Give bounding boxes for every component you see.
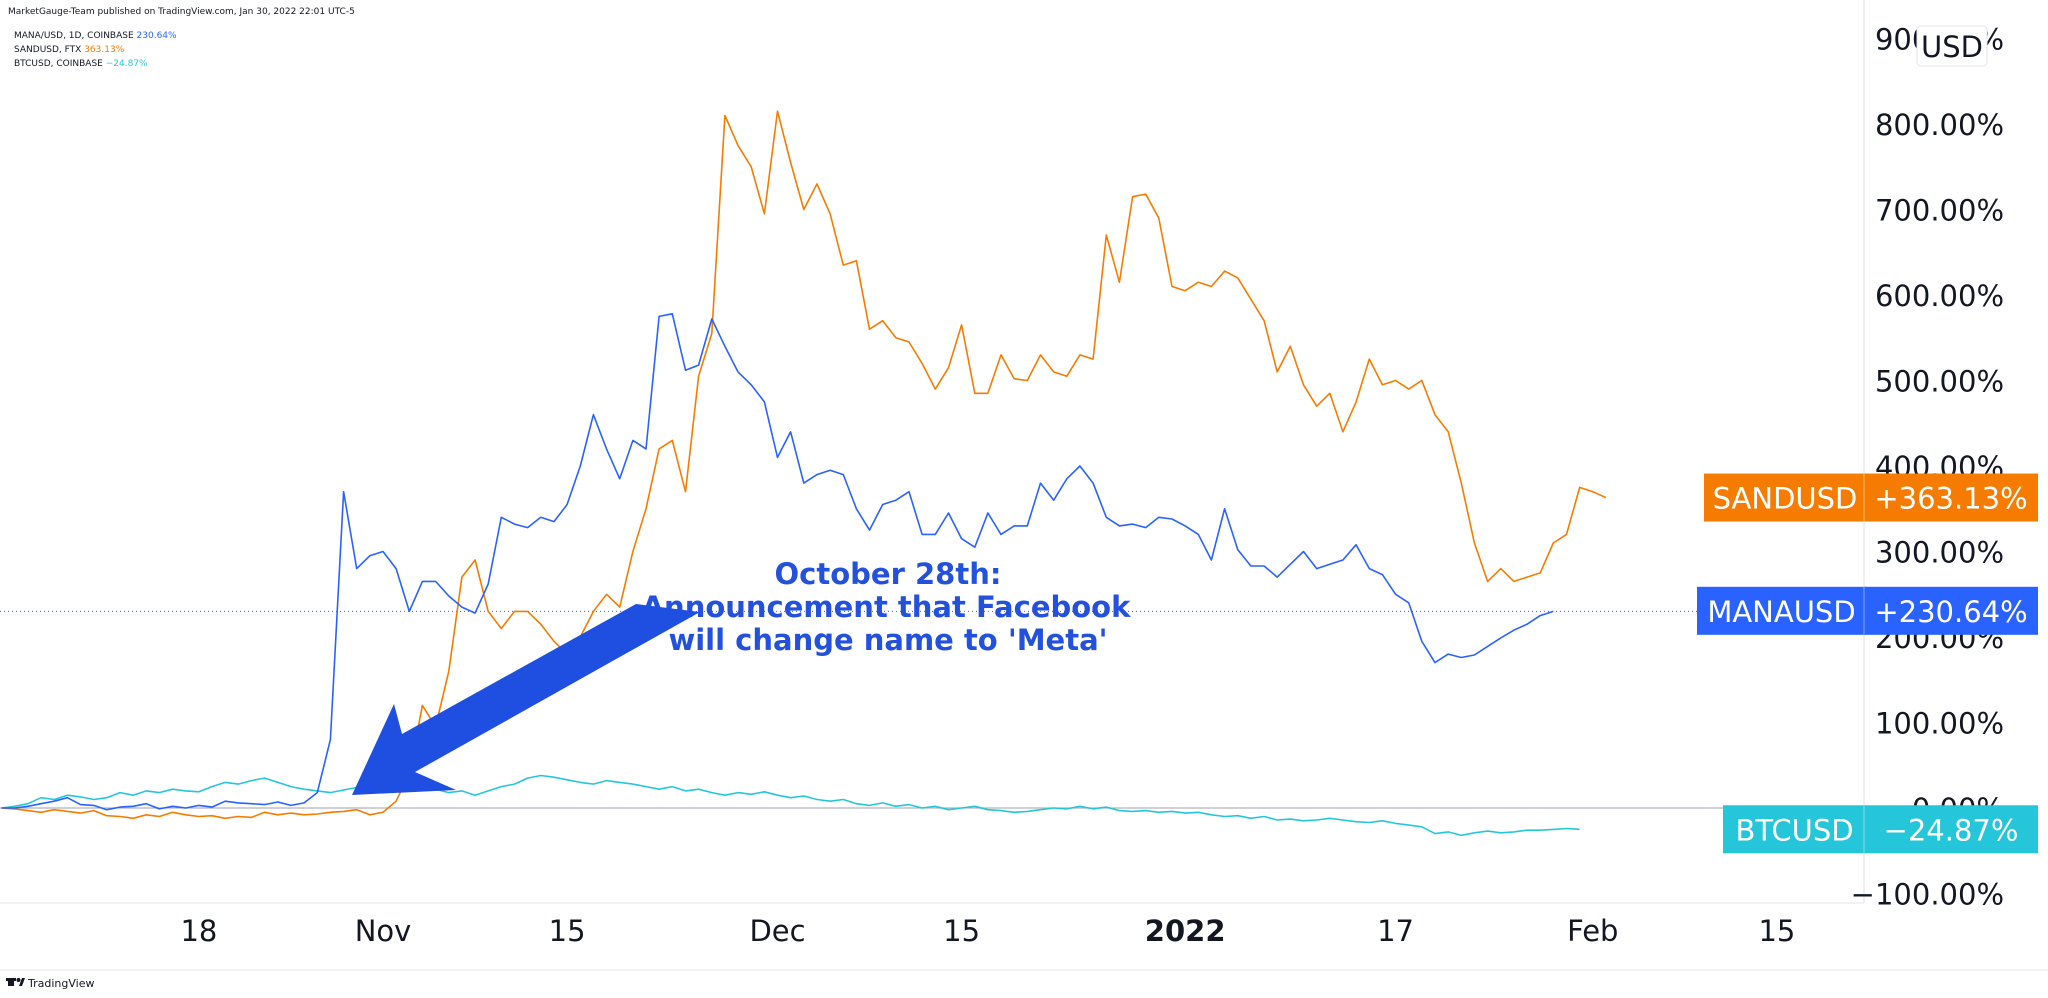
tradingview-logo-icon xyxy=(6,978,25,986)
legend-row[interactable]: SANDUSD, FTX 363.13% xyxy=(14,45,125,55)
x-tick-label: 17 xyxy=(1377,914,1414,948)
x-tick-label: 18 xyxy=(180,914,217,948)
currency-badge-label: USD xyxy=(1921,30,1983,64)
series-layer xyxy=(1,110,1607,837)
y-tick-label: −100.00% xyxy=(1851,878,2004,912)
annotation-line-1: October 28th: xyxy=(775,557,1002,591)
legend-value: 230.64% xyxy=(137,31,177,41)
price-tag-sandusd: SANDUSD +363.13% xyxy=(1704,473,2038,522)
legend-value: −24.87% xyxy=(106,59,148,69)
legend: MANA/USD, 1D, COINBASE 230.64% SANDUSD, F… xyxy=(14,31,177,69)
y-tick-label: 300.00% xyxy=(1875,536,2004,570)
legend-row[interactable]: BTCUSD, COINBASE −24.87% xyxy=(14,59,148,69)
legend-value: 363.13% xyxy=(84,45,124,55)
legend-symbol: BTCUSD, COINBASE xyxy=(14,59,106,69)
y-axis: 900.00%800.00%700.00%600.00%500.00%400.0… xyxy=(1851,23,2004,912)
price-tag-value: −24.87% xyxy=(1884,813,2019,847)
price-tag-manausd: MANAUSD +230.64% xyxy=(1697,586,2038,635)
price-tag-value: +363.13% xyxy=(1874,482,2027,516)
series-line-btcusd[interactable] xyxy=(1,774,1580,837)
currency-badge[interactable]: USD xyxy=(1916,25,1988,67)
price-tag-name: BTCUSD xyxy=(1735,813,1853,847)
price-tag-name: MANAUSD xyxy=(1707,595,1855,629)
legend-row[interactable]: MANA/USD, 1D, COINBASE 230.64% xyxy=(14,31,177,41)
x-tick-label: Nov xyxy=(355,914,412,948)
y-tick-label: 100.00% xyxy=(1875,707,2004,741)
legend-symbol: SANDUSD, FTX xyxy=(14,45,84,55)
y-tick-label: 500.00% xyxy=(1875,365,2004,399)
price-tags: SANDUSD +363.13% MANAUSD +230.64% BTCUSD −24.… xyxy=(1697,473,2038,854)
legend-symbol: MANA/USD, 1D, COINBASE xyxy=(14,31,137,41)
x-tick-label: 2022 xyxy=(1145,914,1226,948)
x-axis: 18 Nov 15 Dec 15 2022 17 Feb 15 xyxy=(180,914,1795,948)
x-tick-label: Feb xyxy=(1567,914,1618,948)
annotation-arrow xyxy=(352,604,700,795)
series-line-sandusd[interactable] xyxy=(1,110,1607,820)
price-tag-name: SANDUSD xyxy=(1713,482,1858,516)
price-tag-value: +230.64% xyxy=(1874,595,2027,629)
y-tick-label: 600.00% xyxy=(1875,279,2004,313)
annotation: October 28th: Announcement that Facebook… xyxy=(352,557,1131,795)
annotation-line-2: Announcement that Facebook xyxy=(642,590,1131,624)
y-tick-label: 800.00% xyxy=(1875,108,2004,142)
x-tick-label: 15 xyxy=(943,914,980,948)
x-tick-label: Dec xyxy=(749,914,805,948)
series-line-manausd[interactable] xyxy=(1,312,1554,811)
publisher-caption: MarketGauge-Team published on TradingVie… xyxy=(8,7,355,17)
footer-logo-text: TradingView xyxy=(27,977,94,990)
y-tick-label: 700.00% xyxy=(1875,194,2004,228)
x-tick-label: 15 xyxy=(549,914,586,948)
annotation-line-3: will change name to 'Meta' xyxy=(668,623,1107,657)
x-tick-label: 15 xyxy=(1758,914,1795,948)
price-tag-btcusd: BTCUSD −24.87% xyxy=(1723,805,2038,854)
